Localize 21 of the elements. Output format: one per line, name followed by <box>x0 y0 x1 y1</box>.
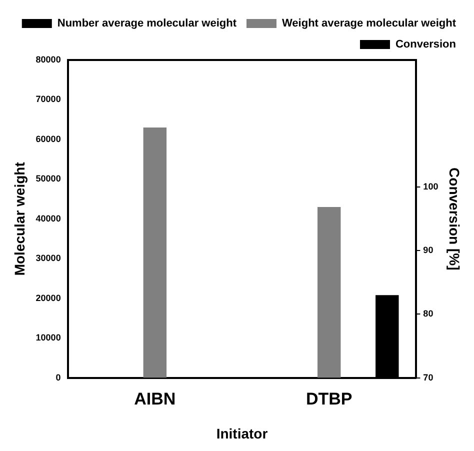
x-tick-label: DTBP <box>306 390 352 409</box>
y2-tick-label: 70 <box>423 372 434 382</box>
y-tick-label: 20000 <box>36 292 61 303</box>
y-tick-label: 0 <box>56 372 61 382</box>
y2-axis-title: Conversion [%] <box>446 168 463 270</box>
y-tick-label: 80000 <box>36 54 61 64</box>
y-tick-label: 70000 <box>36 94 61 104</box>
legend-label: Number average molecular weight <box>57 18 237 30</box>
legend-label: Conversion <box>395 38 456 51</box>
y-tick-label: 10000 <box>36 332 61 343</box>
y2-tick-label: 90 <box>423 245 434 256</box>
legend-label: Weight average molecular weight <box>282 18 456 30</box>
x-axis-title: Initiator <box>216 425 268 442</box>
y2-tick-label: 80 <box>423 308 434 319</box>
y-tick-label: 30000 <box>36 253 61 264</box>
x-tick-label: AIBN <box>134 390 176 409</box>
y-tick-label: 60000 <box>36 134 61 144</box>
y-tick-label: 40000 <box>36 213 61 224</box>
y-tick-label: 50000 <box>36 174 61 184</box>
y2-tick-label: 100 <box>423 182 438 192</box>
y-axis-title: Molecular weight <box>11 162 28 276</box>
